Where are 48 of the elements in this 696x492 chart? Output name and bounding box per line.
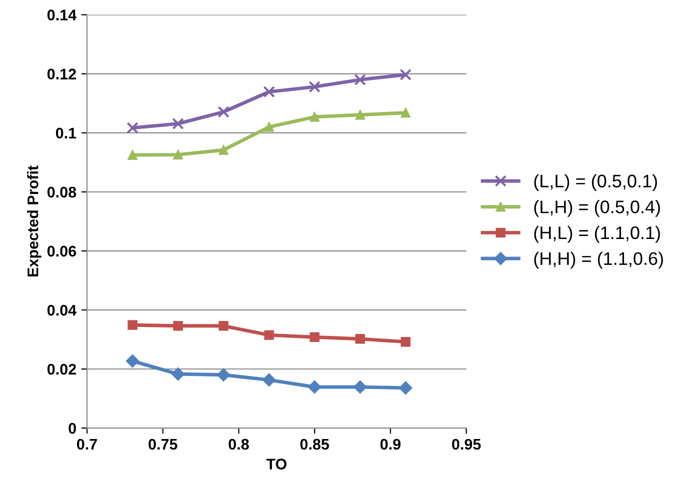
point <box>400 108 410 118</box>
point <box>126 122 138 134</box>
x-tick-label: 0.75 <box>148 438 178 450</box>
point <box>172 118 184 130</box>
point <box>218 321 228 331</box>
point <box>173 321 183 331</box>
point <box>310 112 320 122</box>
y-tick-label: 0 <box>68 422 76 434</box>
point <box>310 332 320 342</box>
legend-label: (L,H) = (0.5,0.4) <box>534 200 660 217</box>
x-tick-label: 0.8 <box>228 438 249 450</box>
point <box>262 373 276 387</box>
point <box>218 145 228 155</box>
point <box>264 330 274 340</box>
y-tick-label: 0.02 <box>47 364 76 375</box>
y-tick-label: 0.08 <box>47 186 76 198</box>
legend-label: (H,H) = (1.1,0.6) <box>534 252 663 269</box>
x-tick-label: 0.7 <box>76 438 97 450</box>
point <box>355 110 365 120</box>
point <box>173 150 183 160</box>
point <box>308 380 322 394</box>
y-tick-label: 0.12 <box>47 68 76 80</box>
point <box>126 354 140 368</box>
y-tick-label: 0.1 <box>56 128 76 139</box>
y-tick-label: 0.06 <box>47 246 76 257</box>
point <box>355 334 365 344</box>
point <box>400 68 412 81</box>
x-axis-title: TO <box>266 458 286 470</box>
point <box>263 86 275 98</box>
point <box>399 381 412 394</box>
x-tick-label: 0.95 <box>452 438 481 450</box>
point <box>354 380 367 394</box>
point <box>128 150 138 160</box>
legend-label: (H,L) = (1.1,0.1) <box>534 226 660 243</box>
legend-label: (L,L) = (0.5,0.1) <box>534 174 657 192</box>
x-tick-label: 0.85 <box>300 438 330 450</box>
y-tick-label: 0.14 <box>47 10 77 20</box>
point <box>128 320 138 330</box>
point <box>400 336 410 347</box>
point <box>308 80 320 93</box>
point <box>264 122 274 132</box>
y-tick-label: 0.04 <box>47 304 77 316</box>
point <box>171 367 185 381</box>
point <box>218 106 230 118</box>
y-axis-title: Expected Profit <box>27 166 42 276</box>
point <box>354 74 366 86</box>
x-tick-label: 0.9 <box>380 438 401 450</box>
point <box>216 368 230 382</box>
